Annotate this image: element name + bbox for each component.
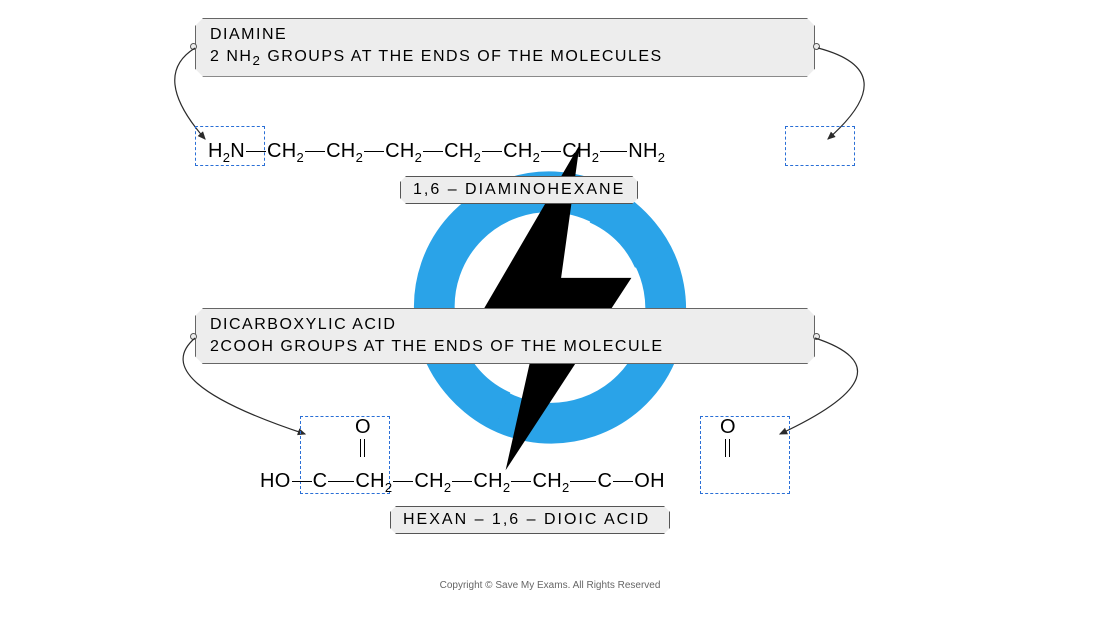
diacid-name-box: HEXAN – 1,6 – DIOIC ACID [390,506,670,534]
copyright-text: Copyright © Save My Exams. All Rights Re… [0,580,1100,591]
diamine-label-box: DIAMINE 2 NH2 GROUPS AT THE ENDS OF THE … [195,18,815,77]
diamine-subtitle: 2 NH2 GROUPS AT THE ENDS OF THE MOLECULE… [210,48,663,65]
diacid-endgroup-highlight-right [700,416,790,494]
carbonyl-oxygen-left: O [355,416,371,457]
diamine-name-text: 1,6 – DIAMINOHEXANE [413,181,625,198]
diacid-formula: HOCCH2CH2CH2CH2COH [260,470,665,493]
carbonyl-oxygen-right: O [720,416,736,457]
diacid-name-text: HEXAN – 1,6 – DIOIC ACID [403,511,650,528]
diamine-endgroup-highlight-right [785,126,855,166]
diamine-title: DIAMINE [210,26,287,43]
diamine-formula: H2NCH2CH2CH2CH2CH2CH2NH2 [208,140,665,163]
diamine-name-box: 1,6 – DIAMINOHEXANE [400,176,638,204]
diacid-title: DICARBOXYLIC ACID [210,316,396,333]
